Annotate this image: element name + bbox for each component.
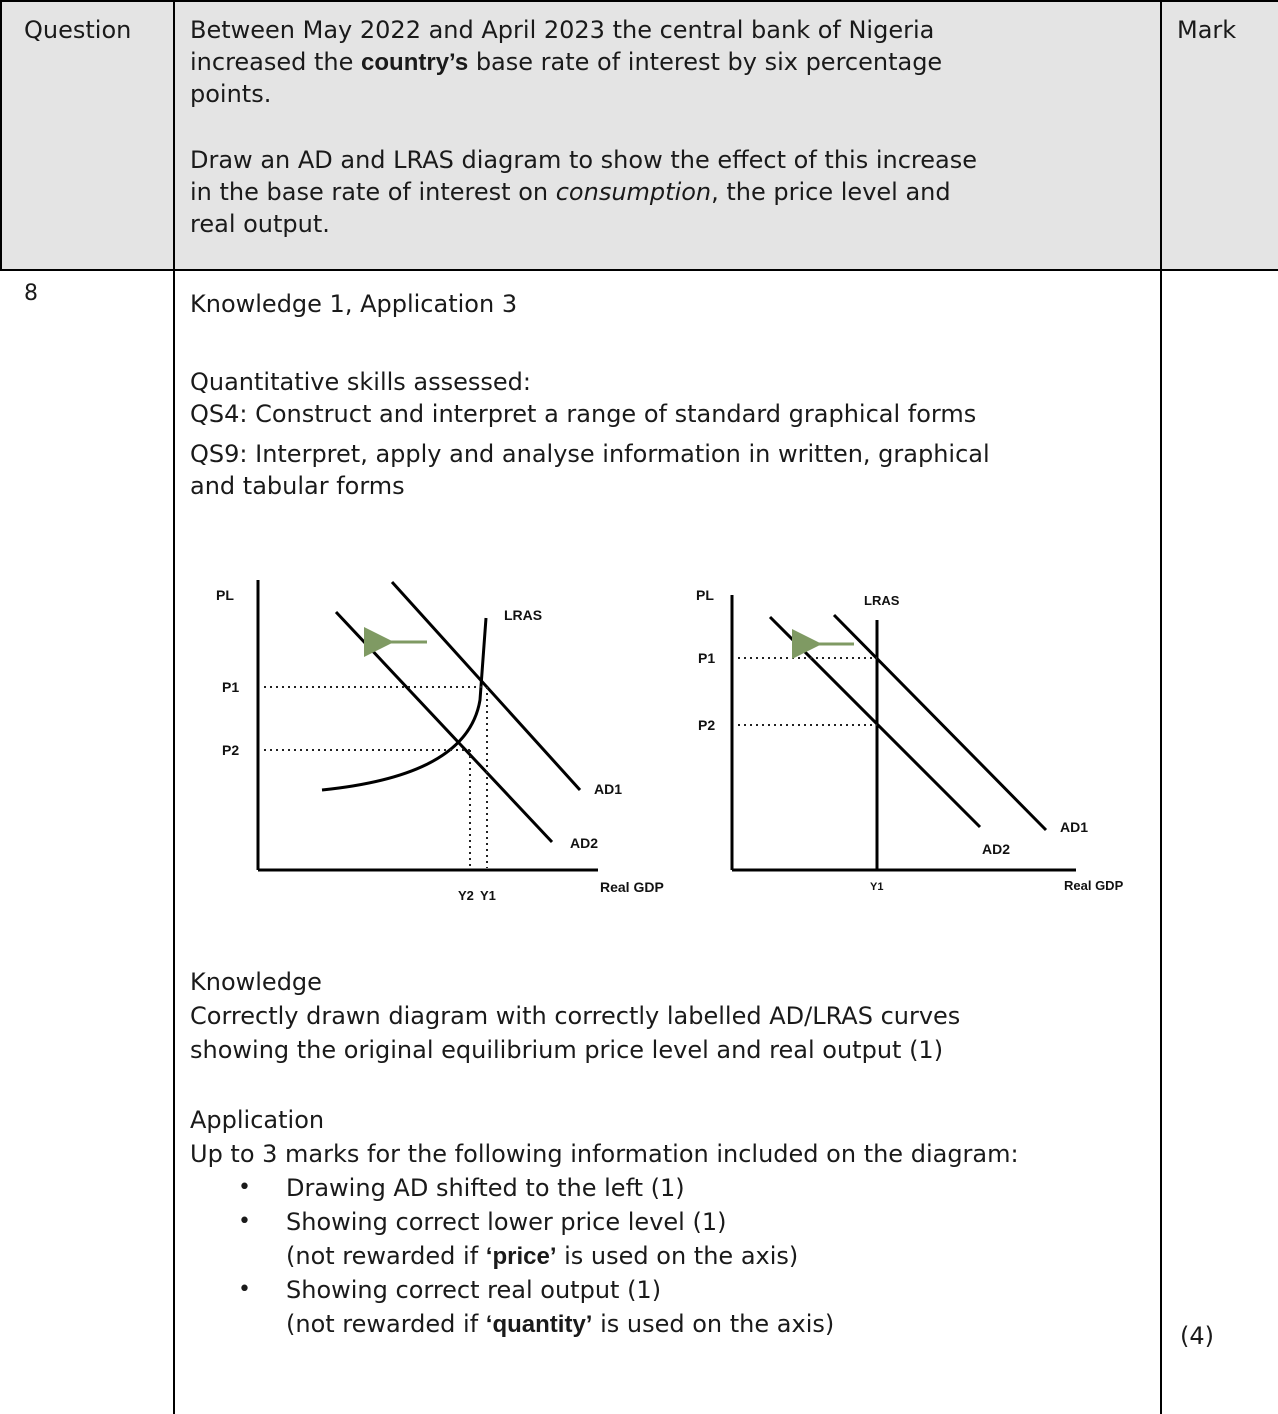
left-y1-label: Y1 <box>480 888 496 903</box>
knowledge-heading: Knowledge <box>190 968 322 996</box>
left-ad2-line <box>334 610 554 844</box>
bullet-2-note: (not rewarded if ‘price’ is used on the … <box>286 1242 799 1270</box>
knowledge-line-1: Correctly drawn diagram with correctly l… <box>190 1002 961 1030</box>
left-ad1-label: AD1 <box>594 781 622 797</box>
application-heading: Application <box>190 1106 325 1134</box>
left-y-axis-label: PL <box>216 587 234 603</box>
header-row-background <box>0 0 1278 270</box>
left-p2-label: P2 <box>222 742 239 758</box>
header-bottom-border <box>0 269 1278 271</box>
ad-lras-diagrams: PL LRAS P1 P2 AD1 AD2 Real GDP Y2 Y1 PL … <box>216 580 1124 903</box>
task-line-2: in the base rate of interest on consumpt… <box>190 178 951 206</box>
column-divider-2 <box>1160 0 1162 1414</box>
qs-item-1: QS4: Construct and interpret a range of … <box>190 400 977 428</box>
bullet-2-text: Showing correct lower price level (1) <box>286 1208 727 1236</box>
qs-item-3: and tabular forms <box>190 472 405 500</box>
marks-breakdown: Knowledge 1, Application 3 <box>190 290 518 318</box>
bullet-1-glyph: • <box>238 1175 251 1200</box>
right-ad2-line <box>768 615 982 829</box>
right-y1-label: Y1 <box>870 881 883 893</box>
left-p1-label: P1 <box>222 679 239 695</box>
left-diagram: PL LRAS P1 P2 AD1 AD2 Real GDP Y2 Y1 <box>216 580 664 903</box>
mark-column-header: Mark <box>1177 16 1237 44</box>
right-ad1-label: AD1 <box>1060 819 1088 835</box>
bullet-1-text: Drawing AD shifted to the left (1) <box>286 1174 685 1202</box>
task-line-1: Draw an AD and LRAS diagram to show the … <box>190 146 977 174</box>
bullet-3-glyph: • <box>238 1277 251 1302</box>
right-ad2-label: AD2 <box>982 841 1010 857</box>
bullet-3-note: (not rewarded if ‘quantity’ is used on t… <box>286 1310 835 1338</box>
left-y2-label: Y2 <box>458 888 474 903</box>
prompt-line-1: Between May 2022 and April 2023 the cent… <box>190 16 935 44</box>
column-divider-1 <box>173 0 175 1414</box>
right-ad1-line <box>832 613 1048 832</box>
left-lras-label: LRAS <box>504 607 542 623</box>
bullet-2-glyph: • <box>238 1209 251 1234</box>
left-ad2-label: AD2 <box>570 835 598 851</box>
left-ad1-line <box>390 580 582 792</box>
left-lras-curve <box>321 617 488 792</box>
application-intro: Up to 3 marks for the following informat… <box>190 1140 1019 1168</box>
bullet-3-text: Showing correct real output (1) <box>286 1276 662 1304</box>
qs-heading: Quantitative skills assessed: <box>190 368 532 396</box>
task-line-3: real output. <box>190 210 330 238</box>
right-lras-label: LRAS <box>864 593 900 608</box>
question-number: 8 <box>24 281 38 306</box>
total-mark: (4) <box>1180 1322 1214 1350</box>
qs-item-2: QS9: Interpret, apply and analyse inform… <box>190 440 990 468</box>
knowledge-line-2: showing the original equilibrium price l… <box>190 1036 944 1064</box>
question-column-header: Question <box>24 16 132 44</box>
left-x-axis-label: Real GDP <box>600 879 664 895</box>
right-p2-label: P2 <box>698 717 715 733</box>
table-left-border <box>0 0 2 270</box>
prompt-line-3: points. <box>190 80 272 108</box>
prompt-line-2: increased the country’s base rate of int… <box>190 48 943 76</box>
right-y-axis-label: PL <box>696 587 714 603</box>
right-diagram: PL LRAS P1 P2 AD1 AD2 Y1 Real GDP <box>696 587 1124 893</box>
right-p1-label: P1 <box>698 650 715 666</box>
right-x-axis-label: Real GDP <box>1064 878 1124 893</box>
table-top-border <box>0 0 1278 2</box>
